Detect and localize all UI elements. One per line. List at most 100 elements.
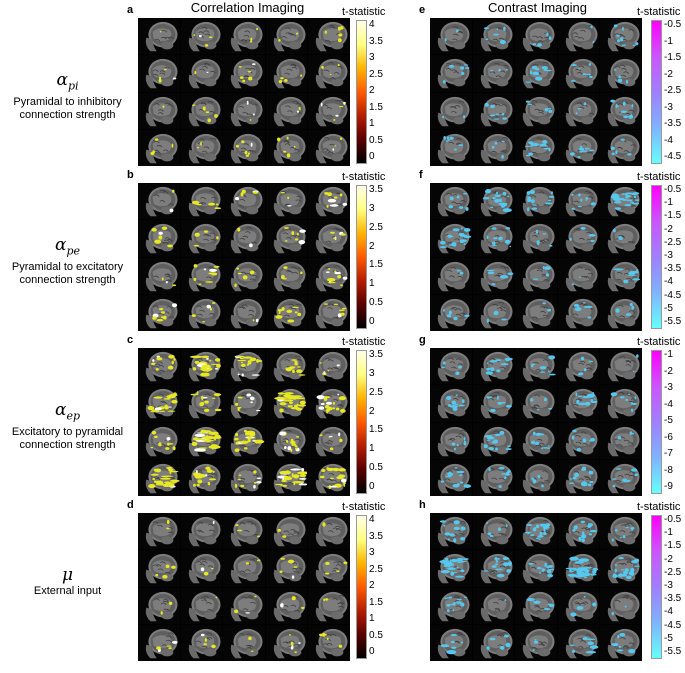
colorbar-tick-label: 1	[369, 613, 375, 624]
parameter-symbol: αpe	[0, 235, 135, 261]
brain-slice	[600, 220, 642, 257]
brain-slice	[265, 92, 308, 129]
brain-slice	[308, 513, 350, 550]
brain-slice	[265, 294, 308, 331]
brain-slice	[600, 385, 642, 422]
brain-slice-grid-b	[138, 183, 350, 331]
brain-slice	[515, 183, 557, 220]
colorbar-tick-label: 3.5	[369, 349, 383, 360]
colorbar-tick-label: -4.5	[664, 289, 682, 301]
brain-slice	[308, 422, 350, 459]
brain-slice	[180, 220, 223, 257]
colorbar-tick-label: -1.5	[664, 210, 682, 222]
colorbar-tick-label: -7	[664, 448, 673, 459]
colorbar-tick-label: -5	[664, 415, 673, 426]
brain-slice	[223, 513, 265, 550]
brain-slice	[138, 129, 180, 166]
panel-letter-e: e	[419, 4, 426, 16]
colorbar-tick-label: -0.5	[664, 19, 682, 30]
colorbar-tick-label: -1	[664, 35, 673, 47]
brain-slice	[430, 55, 472, 92]
parameter-description: Pyramidal to inhibitory connection stren…	[13, 96, 122, 122]
header-contrast-imaging: Contrast Imaging	[488, 0, 587, 15]
colorbar-tick-label: 0.5	[369, 629, 383, 641]
brain-slice-grid-d	[138, 513, 350, 661]
brain-slice-grid-f	[430, 183, 642, 331]
brain-slice	[180, 513, 223, 550]
colorbar-tick-label: 2	[369, 405, 375, 417]
brain-slice	[515, 550, 557, 587]
brain-slice	[138, 422, 180, 459]
brain-slice	[600, 183, 642, 220]
brain-slice	[138, 513, 180, 550]
colorbar-tick-label: -4	[664, 398, 673, 410]
brain-slice	[223, 183, 265, 220]
brain-slice	[265, 348, 308, 385]
colorbar-tick-label: -1	[664, 197, 673, 209]
colorbar-tick-label: -5	[664, 632, 673, 644]
colorbar-tick-label: -5	[664, 302, 673, 314]
header-correlation-imaging: Correlation Imaging	[190, 0, 305, 15]
brain-slice	[265, 422, 308, 459]
brain-slice	[430, 587, 472, 624]
brain-slice	[223, 294, 265, 331]
brain-slice	[557, 550, 600, 587]
brain-slice	[515, 422, 557, 459]
brain-slice	[557, 348, 600, 385]
brain-slice	[472, 459, 515, 496]
brain-slice	[557, 18, 600, 55]
colorbar-title: t-statistic	[637, 6, 681, 18]
brain-slice	[308, 257, 350, 294]
parameter-description: External input	[33, 585, 102, 597]
brain-slice	[265, 550, 308, 587]
colorbar-tick-label: 1.5	[369, 424, 383, 436]
brain-slice	[138, 294, 180, 331]
brain-slice	[180, 348, 223, 385]
brain-slice	[472, 294, 515, 331]
brain-slice	[472, 129, 515, 166]
panel-letter-a: a	[127, 4, 134, 16]
colorbar-tick-label: 1.5	[369, 596, 383, 608]
colorbar-tick-label: 3.5	[369, 35, 383, 47]
brain-slice	[180, 55, 223, 92]
colorbar-tick-label: 3	[369, 547, 375, 558]
colorbar-tick-label: -3	[664, 580, 673, 591]
row-label-3: μ External input	[0, 565, 135, 598]
panel-letter-d: d	[127, 499, 134, 511]
brain-slice	[138, 348, 180, 385]
parameter-symbol-base: α	[54, 235, 67, 255]
brain-slice	[138, 459, 180, 496]
colorbar-title: t-statistic	[637, 501, 681, 513]
brain-slice	[180, 587, 223, 624]
colorbar-title: t-statistic	[342, 171, 386, 183]
colorbar-tick-label: 0	[369, 316, 375, 327]
brain-slice	[557, 183, 600, 220]
colorbar-tick-label: 2	[369, 85, 375, 96]
colorbar-tick-label: 3.5	[369, 184, 383, 195]
brain-slice	[515, 294, 557, 331]
brain-slice	[265, 257, 308, 294]
brain-slice	[472, 18, 515, 55]
brain-slice	[472, 422, 515, 459]
brain-slice	[515, 220, 557, 257]
brain-slice	[265, 129, 308, 166]
brain-slice	[138, 220, 180, 257]
brain-slice	[138, 257, 180, 294]
brain-slice	[472, 624, 515, 661]
panel-letter-h: h	[419, 499, 426, 511]
brain-slice	[308, 348, 350, 385]
colorbar-tick-label: -3	[664, 101, 673, 113]
brain-slice	[472, 92, 515, 129]
panel-letter-f: f	[419, 169, 423, 181]
brain-slice	[430, 550, 472, 587]
colorbar-title: t-statistic	[637, 171, 681, 183]
brain-slice	[265, 220, 308, 257]
brain-slice	[600, 18, 642, 55]
brain-slice	[515, 18, 557, 55]
colorbar-tick-label: -1	[664, 527, 673, 539]
brain-slice	[515, 92, 557, 129]
colorbar-tick-label: -9	[664, 481, 673, 492]
brain-slice	[600, 422, 642, 459]
brain-slice	[308, 550, 350, 587]
brain-slice	[265, 513, 308, 550]
